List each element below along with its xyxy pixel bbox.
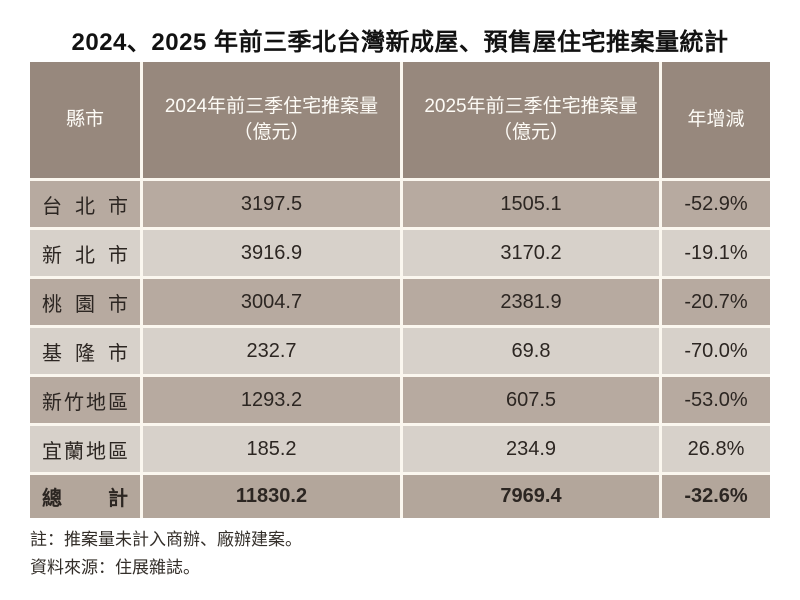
column-header-2024: 2024年前三季住宅推案量 （億元） [143, 62, 400, 178]
table-row-taipei-city: 台 北 市 [30, 181, 140, 227]
table-row-newtaipei-2024: 3916.9 [143, 230, 400, 276]
table-row-taoyuan-2025: 2381.9 [403, 279, 659, 325]
table-row-hsinchu-city: 新竹地區 [30, 377, 140, 423]
column-header-city: 縣市 [30, 62, 140, 178]
city-label: 宜蘭地區 [42, 440, 128, 463]
table-row-yilan-2024: 185.2 [143, 426, 400, 472]
column-header-yoy: 年增減 [662, 62, 770, 178]
table-row-keelung-yoy: -70.0% [662, 328, 770, 374]
table-row-keelung-2025: 69.8 [403, 328, 659, 374]
table-row-taoyuan-2024: 3004.7 [143, 279, 400, 325]
table-row-hsinchu-yoy: -53.0% [662, 377, 770, 423]
table-row-taipei-2024: 3197.5 [143, 181, 400, 227]
column-header-city-label: 縣市 [65, 109, 104, 131]
housing-stats-table: 縣市 2024年前三季住宅推案量 （億元） 2025年前三季住宅推案量 （億元）… [30, 62, 770, 518]
footnotes: 註：推案量未計入商辦、廠辦建案。 資料來源：住展雜誌。 [30, 526, 302, 582]
table-row-newtaipei-2025: 3170.2 [403, 230, 659, 276]
total-label: 總 計 [42, 488, 128, 510]
table-row-total-city: 總 計 [30, 475, 140, 518]
column-header-2025: 2025年前三季住宅推案量 （億元） [403, 62, 659, 178]
footnote-source: 資料來源：住展雜誌。 [30, 558, 200, 578]
column-header-2024-line1: 2024年前三季住宅推案量 [164, 96, 379, 118]
table-row-keelung-city: 基 隆 市 [30, 328, 140, 374]
table-row-hsinchu-2024: 1293.2 [143, 377, 400, 423]
city-label: 新 北 市 [42, 244, 128, 267]
city-label: 基 隆 市 [42, 342, 128, 365]
city-label: 桃 園 市 [42, 293, 128, 316]
table-row-taipei-2025: 1505.1 [403, 181, 659, 227]
table-row-total-yoy: -32.6% [662, 475, 770, 518]
table-row-total-2024: 11830.2 [143, 475, 400, 518]
table-row-yilan-yoy: 26.8% [662, 426, 770, 472]
table-row-taipei-yoy: -52.9% [662, 181, 770, 227]
column-header-2025-line2: （億元） [492, 122, 569, 143]
table-row-keelung-2024: 232.7 [143, 328, 400, 374]
table-row-taoyuan-city: 桃 園 市 [30, 279, 140, 325]
city-label: 台 北 市 [42, 195, 128, 218]
table-row-newtaipei-city: 新 北 市 [30, 230, 140, 276]
table-row-yilan-2025: 234.9 [403, 426, 659, 472]
table-row-total-2025: 7969.4 [403, 475, 659, 518]
table-row-newtaipei-yoy: -19.1% [662, 230, 770, 276]
footnote-disclaimer: 註：推案量未計入商辦、廠辦建案。 [30, 530, 302, 549]
column-header-2025-line1: 2025年前三季住宅推案量 [424, 96, 638, 118]
city-label: 新竹地區 [42, 391, 128, 414]
table-row-taoyuan-yoy: -20.7% [662, 279, 770, 325]
table-row-hsinchu-2025: 607.5 [403, 377, 659, 423]
table-row-yilan-city: 宜蘭地區 [30, 426, 140, 472]
page-title: 2024、2025 年前三季北台灣新成屋、預售屋住宅推案量統計 [71, 29, 729, 56]
column-header-2024-line2: （億元） [233, 122, 310, 143]
column-header-yoy-label: 年增減 [687, 109, 745, 131]
